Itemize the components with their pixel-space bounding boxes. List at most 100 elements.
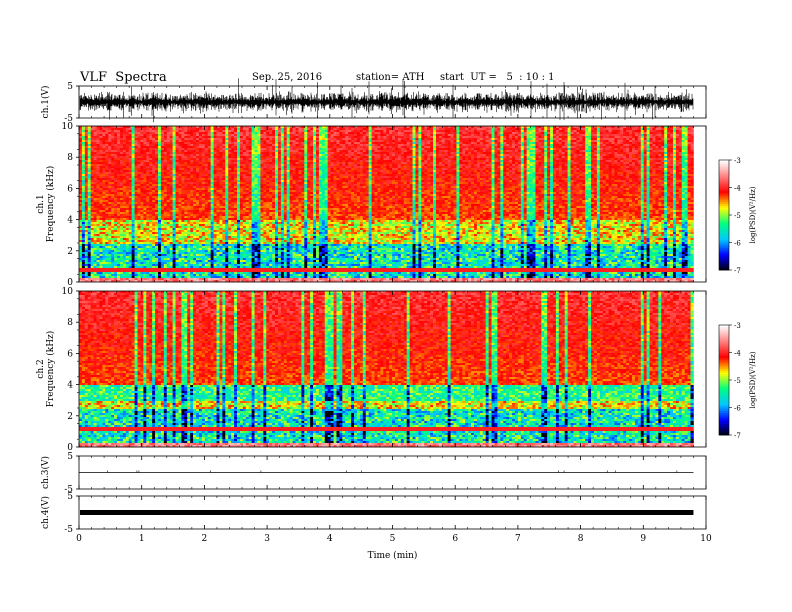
heatmap-cell (237, 208, 241, 211)
heatmap-cell (152, 130, 156, 133)
heatmap-cell (140, 182, 144, 185)
heatmap-cell (222, 274, 226, 277)
heatmap-cell (117, 216, 121, 219)
heatmap-cell (204, 262, 209, 265)
heatmap-cell (216, 226, 220, 229)
heatmap-cell (105, 140, 109, 143)
heatmap-cell (158, 238, 162, 241)
heatmap-cell (102, 236, 106, 239)
heatmap-cell (219, 218, 223, 221)
heatmap-cell (79, 136, 83, 139)
heatmap-cell (260, 202, 264, 205)
heatmap-cell (93, 222, 97, 225)
heatmap-cell (254, 138, 258, 141)
heatmap-cell (196, 156, 200, 159)
heatmap-cell (93, 126, 97, 129)
heatmap-cell (149, 156, 153, 159)
heatmap-cell (105, 272, 109, 275)
heatmap-cell (146, 142, 150, 145)
heatmap-cell (84, 240, 89, 243)
heatmap-cell (140, 232, 144, 235)
heatmap-cell (87, 228, 92, 231)
heatmap-cell (201, 184, 206, 187)
heatmap-cell (79, 178, 83, 181)
heatmap-cell (114, 162, 118, 165)
heatmap-cell (134, 182, 138, 185)
heatmap-cell (114, 228, 118, 231)
heatmap-cell (122, 262, 127, 265)
heatmap-cell (99, 136, 103, 139)
heatmap-cell (84, 134, 89, 137)
heatmap-cell (187, 140, 191, 143)
heatmap-cell (213, 198, 217, 201)
heatmap-cell (93, 136, 97, 139)
heatmap-cell (137, 154, 141, 157)
heatmap-cell (219, 262, 223, 265)
heatmap-cell (96, 226, 100, 229)
heatmap-cell (181, 276, 185, 279)
heatmap-cell (254, 170, 258, 173)
heatmap-cell (114, 206, 118, 209)
heatmap-cell (146, 274, 150, 277)
heatmap-cell (79, 132, 83, 135)
heatmap-cell (166, 184, 171, 187)
heatmap-cell (128, 128, 132, 131)
heatmap-cell (108, 174, 112, 177)
heatmap-cell (231, 222, 235, 225)
heatmap-cell (134, 202, 138, 205)
heatmap-cell (216, 204, 220, 207)
heatmap-cell (158, 164, 162, 167)
heatmap-cell (143, 234, 147, 237)
heatmap-cell (96, 214, 100, 217)
heatmap-cell (90, 150, 94, 153)
heatmap-cell (137, 166, 141, 169)
heatmap-cell (105, 132, 109, 135)
heatmap-cell (210, 222, 214, 225)
heatmap-cell (172, 204, 176, 207)
heatmap-cell (149, 176, 153, 179)
heatmap-cell (87, 156, 92, 159)
heatmap-cell (99, 150, 103, 153)
heatmap-cell (96, 208, 100, 211)
heatmap-cell (84, 250, 89, 253)
heatmap-cell (239, 194, 244, 197)
heatmap-cell (143, 200, 147, 203)
heatmap-cell (219, 180, 223, 183)
heatmap-cell (198, 190, 203, 193)
heatmap-cell (79, 166, 83, 169)
heatmap-cell (131, 240, 135, 243)
heatmap-cell (105, 264, 109, 267)
heatmap-cell (146, 238, 150, 241)
heatmap-cell (181, 156, 185, 159)
heatmap-cell (99, 208, 103, 211)
heatmap-cell (105, 148, 109, 151)
heatmap-cell (134, 158, 138, 161)
heatmap-cell (155, 200, 159, 203)
heatmap-cell (210, 246, 214, 249)
heatmap-cell (260, 164, 264, 167)
heatmap-cell (146, 158, 150, 161)
heatmap-cell (222, 238, 226, 241)
heatmap-cell (201, 218, 206, 221)
heatmap-cell (257, 154, 261, 157)
heatmap-cell (231, 134, 235, 137)
heatmap-cell (163, 154, 168, 157)
heatmap-cell (190, 140, 194, 143)
heatmap-cell (99, 138, 103, 141)
heatmap-cell (239, 232, 244, 235)
heatmap-cell (219, 168, 223, 171)
heatmap-cell (201, 234, 206, 237)
heatmap-cell (163, 136, 168, 139)
heatmap-cell (219, 136, 223, 139)
heatmap-cell (184, 254, 188, 257)
heatmap-cell (239, 220, 244, 223)
heatmap-cell (108, 214, 112, 217)
heatmap-cell (143, 258, 147, 261)
heatmap-cell (125, 132, 130, 135)
heatmap-cell (254, 174, 258, 177)
heatmap-cell (219, 244, 223, 247)
heatmap-cell (87, 226, 92, 229)
heatmap-cell (228, 188, 232, 191)
heatmap-cell (146, 272, 150, 275)
heatmap-cell (90, 208, 94, 211)
